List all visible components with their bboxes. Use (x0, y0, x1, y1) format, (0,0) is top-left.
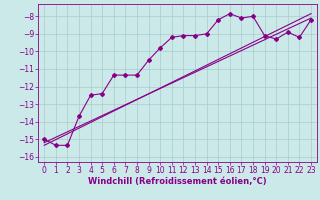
X-axis label: Windchill (Refroidissement éolien,°C): Windchill (Refroidissement éolien,°C) (88, 177, 267, 186)
